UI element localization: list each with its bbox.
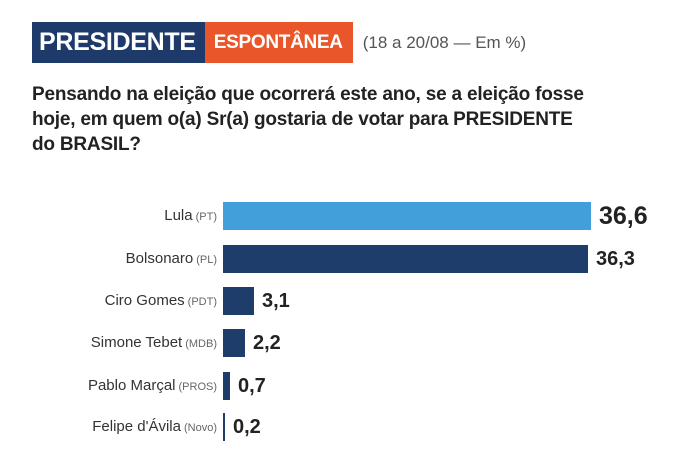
bar-value-label: 2,2 [253, 332, 281, 354]
candidate-name: Ciro Gomes [104, 292, 185, 309]
candidate-label: Lula (PT) [164, 202, 217, 230]
header-date-range: (18 a 20/08 — Em %) [362, 32, 527, 52]
candidate-label: Felipe d'Ávila (Novo) [92, 413, 217, 441]
bar-value-label: 3,1 [262, 290, 290, 312]
header-tag-espontanea: ESPONTÂNEA [204, 22, 353, 63]
bar-value-label: 36,3 [596, 248, 635, 270]
candidate-party: (Novo) [183, 422, 217, 434]
bar [223, 329, 245, 357]
candidate-label: Ciro Gomes (PDT) [105, 287, 217, 315]
candidate-name: Simone Tebet [90, 334, 183, 351]
candidate-party: (PROS) [178, 381, 218, 393]
candidate-name: Felipe d'Ávila [92, 418, 181, 435]
chart-row: Felipe d'Ávila (Novo) 0,2 [0, 413, 675, 441]
candidate-party: (PT) [195, 211, 217, 223]
bar-value-label: 36,6 [599, 202, 648, 230]
candidate-party: (PDT) [187, 296, 217, 308]
candidate-name: Pablo Marçal [87, 377, 176, 394]
candidate-party: (PL) [196, 254, 217, 266]
candidate-label: Bolsonaro (PL) [126, 245, 217, 273]
bar [223, 202, 591, 230]
bar-value-label: 0,2 [233, 416, 261, 438]
chart-row: Pablo Marçal (PROS) 0,7 [0, 372, 675, 400]
candidate-label: Pablo Marçal (PROS) [88, 372, 217, 400]
candidate-party: (MDB) [185, 338, 217, 350]
bar [223, 287, 254, 315]
chart-header: PRESIDENTE ESPONTÂNEA (18 a 20/08 — Em %… [32, 22, 526, 63]
header-tag-presidente: PRESIDENTE [32, 22, 205, 63]
candidate-name: Lula [164, 207, 193, 224]
chart-row: Ciro Gomes (PDT) 3,1 [0, 287, 675, 315]
chart-row: Bolsonaro (PL) 36,3 [0, 245, 675, 273]
chart-row: Lula (PT) 36,6 [0, 202, 675, 230]
bar-value-label: 0,7 [238, 375, 266, 397]
bar [223, 372, 230, 400]
bar [223, 245, 588, 273]
survey-question: Pensando na eleição que ocorrerá este an… [32, 84, 584, 155]
chart-row: Simone Tebet (MDB) 2,2 [0, 329, 675, 357]
candidate-label: Simone Tebet (MDB) [91, 329, 217, 357]
candidate-name: Bolsonaro [125, 250, 194, 267]
bar [223, 413, 225, 441]
